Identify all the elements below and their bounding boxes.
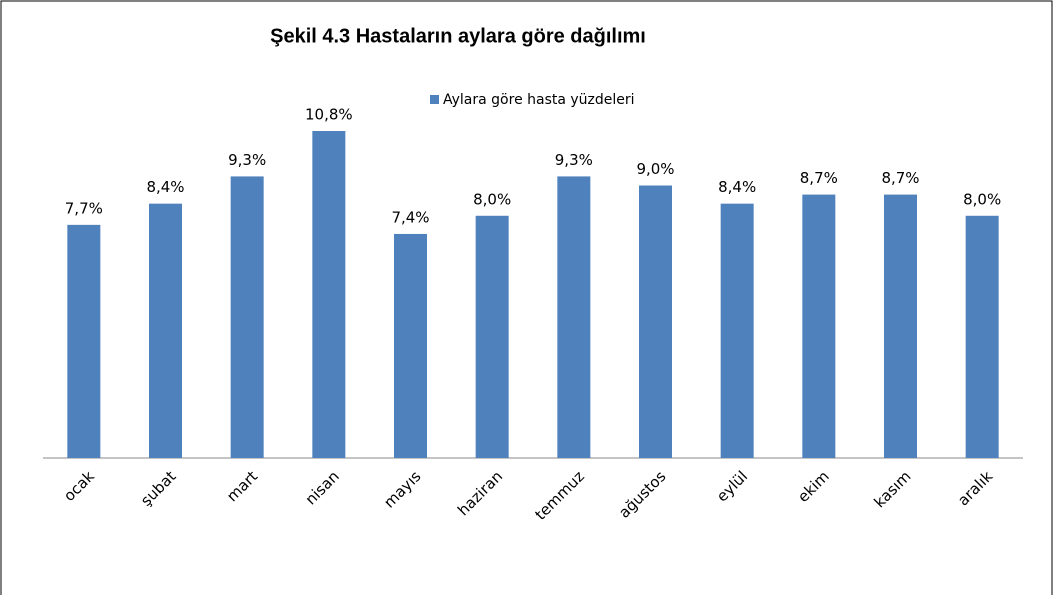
bar — [802, 194, 836, 459]
bar — [557, 176, 591, 458]
value-label: 8,4% — [718, 178, 756, 196]
bar — [965, 215, 999, 458]
bar — [475, 215, 509, 458]
bar — [720, 203, 754, 458]
bar — [149, 203, 182, 458]
bar — [67, 224, 101, 458]
bar — [230, 176, 264, 458]
legend-label: Aylara göre hasta yüzdeleri — [443, 92, 635, 108]
value-label: 8,7% — [800, 169, 838, 187]
value-label: 8,7% — [881, 169, 919, 187]
bar — [639, 185, 672, 458]
chart-title: Şekil 4.3 Hastaların aylara göre dağılım… — [270, 25, 646, 47]
value-label: 9,3% — [555, 151, 593, 169]
value-label: 9,3% — [228, 151, 266, 169]
value-label: 8,4% — [146, 178, 184, 196]
value-label: 8,0% — [963, 190, 1001, 208]
bar — [394, 233, 427, 458]
bar — [884, 194, 917, 459]
value-label: 9,0% — [636, 160, 674, 178]
legend-swatch — [430, 95, 439, 104]
value-label: 7,7% — [65, 199, 103, 217]
value-label: 8,0% — [473, 190, 511, 208]
value-label: 10,8% — [305, 106, 353, 124]
bar — [312, 131, 346, 458]
value-label: 7,4% — [391, 208, 429, 226]
